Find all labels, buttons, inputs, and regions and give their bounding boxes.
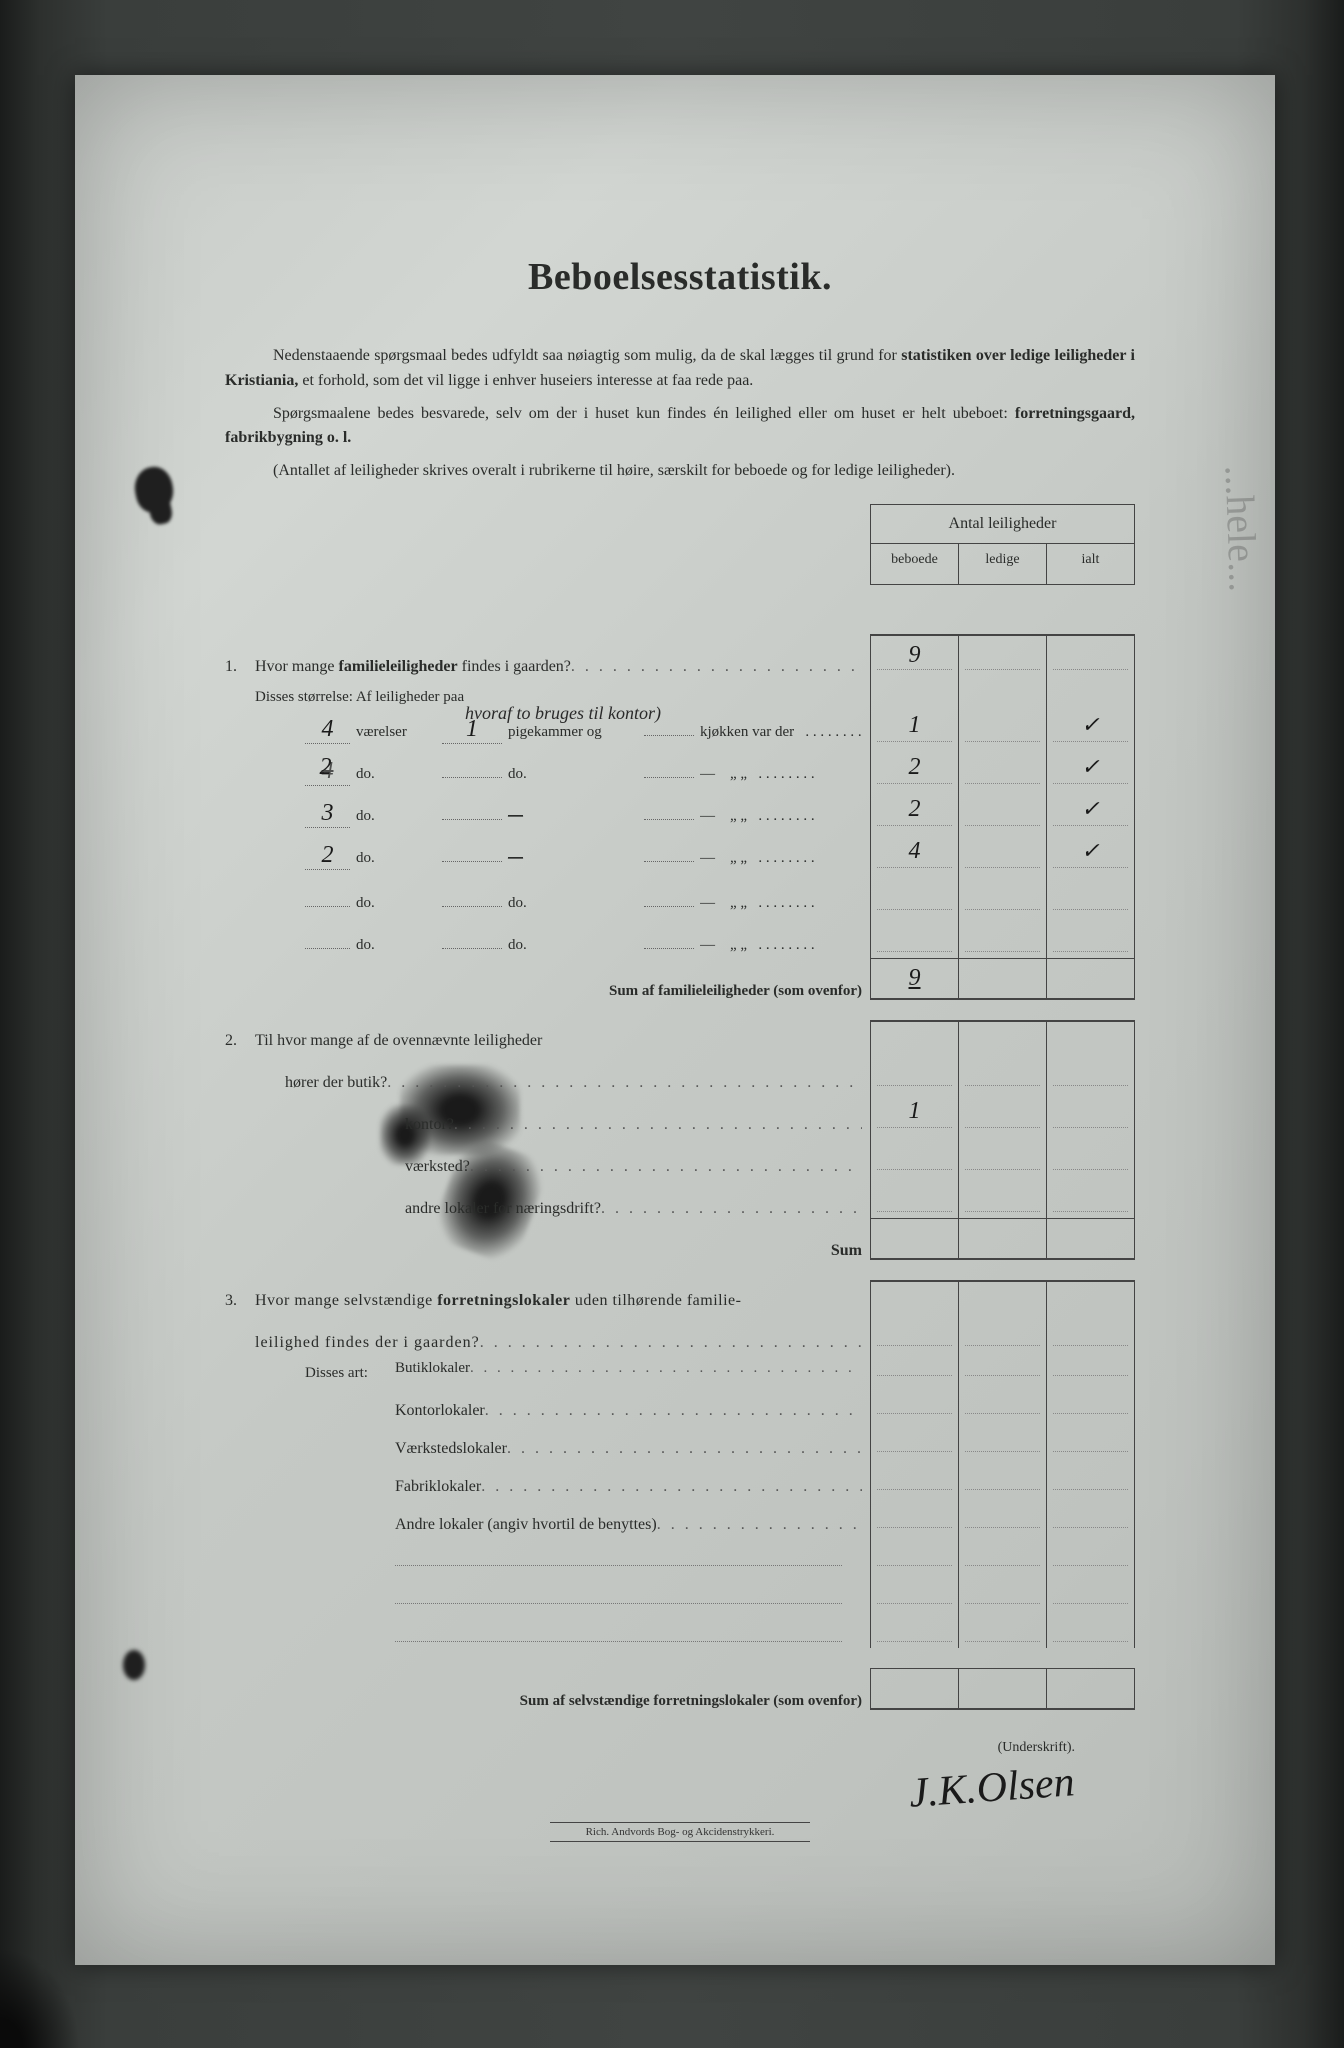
col-header-ialt: ialt [1047,544,1134,584]
question-text: uden tilhørende familie- [570,1292,741,1309]
question-text: Hvor mange selvstændige [255,1292,437,1309]
col-header-beboede: beboede [871,544,959,584]
question-number: 3. [225,1292,255,1310]
q3-blank-row [225,1572,1135,1610]
intro-paragraph-3: (Antallet af leiligheder skrives overalt… [225,459,1135,484]
question-text-bold: forretningslokaler [437,1292,570,1309]
q3-blank-row [225,1610,1135,1648]
question-3: 3. Hvor mange selvstændige forretningslo… [225,1280,1135,1310]
corner-shadow [0,1948,80,2048]
printer-credit: Rich. Andvords Bog- og Akcidenstrykkeri. [550,1822,810,1842]
intro-text: Nedenstaaende spørgsmaal bedes udfyldt s… [273,347,901,364]
q2-line: værksted? [225,1134,1135,1176]
q3-sum-row: Sum af selvstændige forretningslokaler (… [225,1668,1135,1710]
question-1: 1. Hvor mange familieleiligheder findes … [225,634,1135,676]
q2-line: andre lokaler for næringsdrift? [225,1176,1135,1218]
q1-size-row: 4 værelser 1 pigekammer og kjøkken var d… [225,706,1135,748]
question-number: 2. [225,1032,255,1050]
sum-label: Sum af selvstændige forretningslokaler (… [520,1693,862,1709]
page-title: Beboelsesstatistik. [225,255,1135,299]
col-header-ledige: ledige [959,544,1047,584]
q1-size-row: 3 do. — — „ „ . . . . . . . . 2 ✓ [225,790,1135,832]
q3-line: Kontorlokaler [225,1382,1135,1420]
table-header-title: Antal leiligheder [871,505,1134,544]
q1-sum-row: Sum af familieleiligheder (som ovenfor) … [225,958,1135,1000]
question-text: Til hvor mange af de ovennævnte leilighe… [255,1032,542,1049]
statistics-table: Antal leiligheder beboede ledige ialt 1.… [225,504,1135,1710]
q2-line: kontor? 1 [225,1092,1135,1134]
table-header: Antal leiligheder beboede ledige ialt [870,504,1135,585]
ink-thumbprint [131,464,178,516]
margin-scribble: ...hele... [1216,464,1267,592]
answer-cell [959,636,1047,676]
q2-sum-row: Sum [225,1218,1135,1260]
intro-paragraph-1: Nedenstaaende spørgsmaal bedes udfyldt s… [225,344,1135,394]
answer-cell: 9 [871,636,959,676]
q2-line: hører der butik? [225,1050,1135,1092]
sub-label: Disses størrelse: Af leiligheder paa [255,689,464,705]
q1-size-row: do. do. — „ „ . . . . . . . . [225,874,1135,916]
question-3-line2: leilighed findes der i gaarden? [225,1310,1135,1352]
sum-label: Sum [831,1242,862,1259]
question-text: leilighed findes der i gaarden? [255,1334,480,1351]
q1-size-row: 2 do. — — „ „ . . . . . . . . 4 ✓ [225,832,1135,874]
sum-label: Sum af familieleiligheder (som ovenfor) [609,983,862,999]
answer-cell [1047,636,1134,676]
q3-line: Værkstedslokaler [225,1420,1135,1458]
signature-block: (Underskrift). J.K.Olsen [225,1740,1135,1812]
q3-line: Andre lokaler (angiv hvortil de benyttes… [225,1496,1135,1534]
ink-smudge-left [123,1650,145,1680]
intro-text: (Antallet af leiligheder skrives overalt… [273,462,955,479]
intro-paragraph-2: Spørgsmaalene bedes besvarede, selv om d… [225,402,1135,452]
question-number: 1. [225,658,255,676]
q3-line: Fabriklokaler [225,1458,1135,1496]
signature-label: (Underskrift). [225,1740,1075,1756]
question-2: 2. Til hvor mange af de ovennævnte leili… [225,1020,1135,1050]
q1-size-row: 42 do. do. — „ „ . . . . . . . . 2 ✓ [225,748,1135,790]
table-body: 1. Hvor mange familieleiligheder findes … [225,504,1135,1710]
intro-text: et forhold, som det vil ligge i enhver h… [298,372,753,389]
q3-blank-row [225,1534,1135,1572]
sum-cell: 9 [871,959,959,998]
signature-handwriting: J.K.Olsen [908,1758,1077,1817]
question-text: Hvor mange familieleiligheder findes i g… [255,658,571,675]
q1-size-row: do. do. — „ „ . . . . . . . . [225,916,1135,958]
q1-size-label: Disses størrelse: Af leiligheder paa hvo… [225,676,1135,706]
intro-text: Spørgsmaalene bedes besvarede, selv om d… [273,405,1015,422]
q3-art-label: Disses art:Butiklokaler [225,1352,1135,1382]
document-page: Beboelsesstatistik. Nedenstaaende spørgs… [75,75,1275,1965]
